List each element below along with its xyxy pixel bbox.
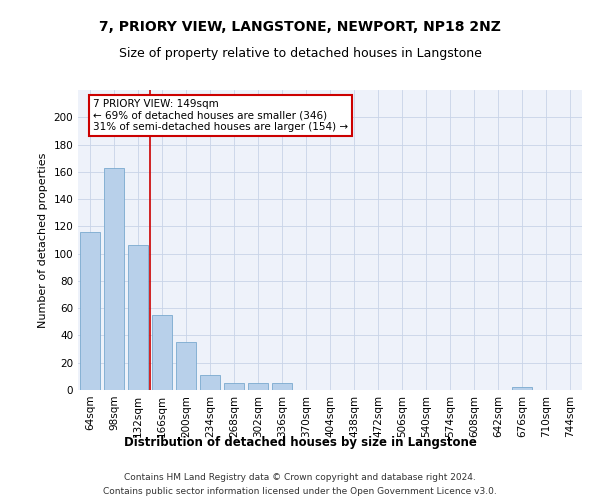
Y-axis label: Number of detached properties: Number of detached properties [38, 152, 48, 328]
Bar [200, 375, 220, 390]
Bar [152, 315, 172, 390]
Bar [512, 388, 532, 390]
Bar [128, 246, 148, 390]
Bar [272, 383, 292, 390]
Bar [104, 168, 124, 390]
Bar [176, 342, 196, 390]
Bar [80, 232, 100, 390]
Text: 7, PRIORY VIEW, LANGSTONE, NEWPORT, NP18 2NZ: 7, PRIORY VIEW, LANGSTONE, NEWPORT, NP18… [99, 20, 501, 34]
Text: Distribution of detached houses by size in Langstone: Distribution of detached houses by size … [124, 436, 476, 449]
Text: Contains HM Land Registry data © Crown copyright and database right 2024.: Contains HM Land Registry data © Crown c… [124, 473, 476, 482]
Bar [224, 383, 244, 390]
Bar [248, 383, 268, 390]
Text: Size of property relative to detached houses in Langstone: Size of property relative to detached ho… [119, 48, 481, 60]
Text: Contains public sector information licensed under the Open Government Licence v3: Contains public sector information licen… [103, 486, 497, 496]
Text: 7 PRIORY VIEW: 149sqm
← 69% of detached houses are smaller (346)
31% of semi-det: 7 PRIORY VIEW: 149sqm ← 69% of detached … [93, 99, 348, 132]
